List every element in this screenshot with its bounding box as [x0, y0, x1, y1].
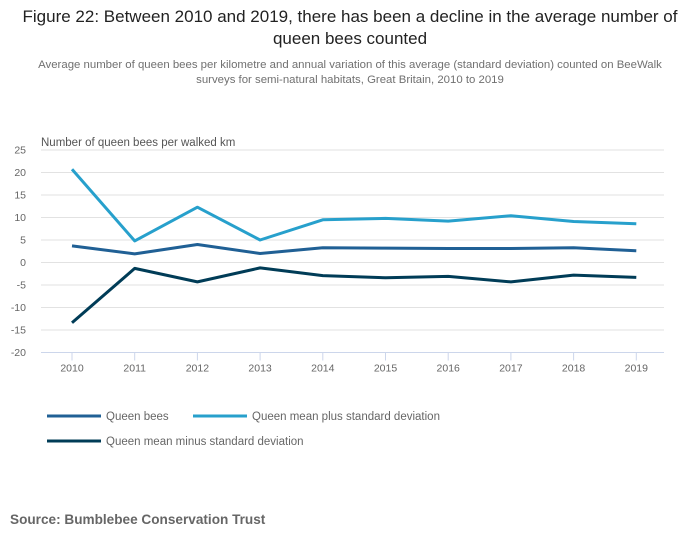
y-axis-title: Number of queen bees per walked km — [41, 137, 235, 149]
y-tick-label: 15 — [14, 190, 26, 202]
x-tick-label: 2018 — [562, 363, 586, 375]
y-tick-label: 0 — [20, 257, 26, 269]
x-tick-label: 2012 — [186, 363, 210, 375]
y-tick-label: 10 — [14, 212, 26, 224]
y-tick-label: -15 — [11, 325, 26, 337]
x-tick-label: 2015 — [374, 363, 398, 375]
x-tick-label: 2014 — [311, 363, 335, 375]
y-tick-label: 20 — [14, 167, 26, 179]
y-tick-label: -20 — [11, 347, 26, 359]
x-tick-label: 2019 — [625, 363, 649, 375]
y-tick-label: 25 — [14, 145, 26, 157]
series-line-queen-mean-plus-standard-deviation — [70, 168, 637, 243]
y-tick-label: 5 — [20, 235, 26, 247]
y-tick-label: -5 — [17, 280, 26, 292]
x-axis: 2010 2011 2012 2013 2014 2015 2016 2017 2018 2019 — [41, 352, 664, 375]
x-tick-label: 2013 — [248, 363, 272, 375]
y-axis-ticks: 25 20 15 10 5 0 -5 -10 -15 -20 — [11, 145, 26, 360]
legend-label: Queen bees — [106, 411, 169, 423]
x-tick-label: 2010 — [60, 363, 84, 375]
series-lines — [70, 168, 637, 324]
chart-subtitle: Average number of queen bees per kilomet… — [38, 59, 662, 86]
series-line-queen-bees — [71, 243, 637, 256]
legend-label: Queen mean plus standard deviation — [252, 411, 440, 423]
source-note: Source: Bumblebee Conservation Trust — [10, 512, 266, 527]
x-tick-label: 2011 — [123, 363, 146, 375]
gridlines — [41, 149, 664, 331]
legend-item: Queen mean minus standard deviation — [47, 436, 304, 448]
x-tick-label: 2017 — [499, 363, 523, 375]
legend-label: Queen mean minus standard deviation — [106, 436, 304, 448]
legend: Queen bees Queen mean plus standard devia… — [47, 411, 440, 448]
series-line-queen-mean-minus-standard-deviation — [71, 266, 637, 324]
x-tick-label: 2016 — [437, 363, 461, 375]
y-tick-label: -10 — [11, 302, 26, 314]
legend-item: Queen bees — [47, 411, 169, 423]
chart-title: Figure 22: Between 2010 and 2019, there … — [22, 7, 678, 48]
legend-item: Queen mean plus standard deviation — [193, 411, 440, 423]
